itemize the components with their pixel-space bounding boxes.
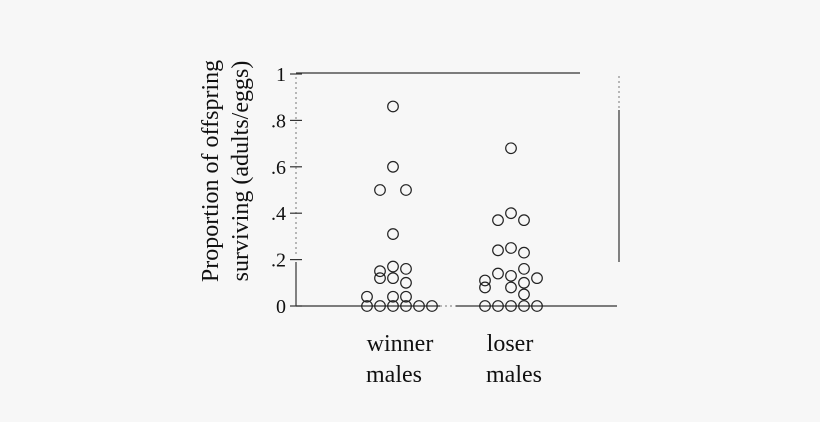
y-tick-label: .4 <box>271 203 286 225</box>
data-point <box>479 281 491 294</box>
data-point <box>518 262 530 275</box>
data-point <box>400 300 412 312</box>
data-point <box>374 272 386 285</box>
data-point <box>479 300 491 312</box>
data-point <box>505 142 517 155</box>
y-tick-label: 1 <box>276 64 286 86</box>
data-point <box>479 274 491 287</box>
data-point <box>400 290 412 303</box>
data-point <box>387 272 399 285</box>
y-axis-ticks: 0 .2 .4 .6 .8 1 <box>271 64 302 318</box>
data-point <box>492 267 504 280</box>
y-tick-label: .2 <box>271 250 286 272</box>
data-point <box>518 300 530 312</box>
data-point <box>518 276 530 289</box>
category-label-loser-line2: males <box>486 362 542 388</box>
data-point <box>492 214 504 227</box>
data-point <box>400 262 412 275</box>
data-point <box>505 207 517 220</box>
data-point <box>518 214 530 227</box>
data-point <box>361 300 373 312</box>
category-label-loser-line1: loser <box>487 331 534 357</box>
data-point <box>374 300 386 312</box>
data-point <box>400 184 412 196</box>
data-point <box>518 288 530 301</box>
data-point <box>505 300 517 312</box>
category-label-winner-line1: winner <box>367 331 434 357</box>
data-point <box>374 265 386 278</box>
y-tick-label: .8 <box>271 110 286 132</box>
data-point <box>531 300 543 312</box>
y-tick-label: 0 <box>276 296 286 318</box>
data-point <box>387 100 399 113</box>
data-point <box>426 300 438 312</box>
plot-frame <box>295 72 620 307</box>
data-point <box>374 184 386 196</box>
data-point <box>505 281 517 294</box>
data-point <box>413 300 425 312</box>
data-point <box>400 276 412 289</box>
data-points <box>361 100 543 312</box>
data-point <box>387 300 399 312</box>
y-axis-title-line2: surviving (adults/eggs) <box>228 61 254 282</box>
data-point <box>387 260 399 273</box>
data-point <box>531 272 543 285</box>
data-point <box>387 160 399 173</box>
data-point <box>387 290 399 303</box>
category-label-winner-line2: males <box>366 362 422 388</box>
data-point <box>492 300 504 312</box>
data-point <box>492 244 504 257</box>
data-point <box>505 242 517 254</box>
y-tick-label: .6 <box>271 157 286 179</box>
data-point <box>505 269 517 282</box>
data-point <box>518 246 530 259</box>
y-axis-title-line1: Proportion of offspring <box>198 60 224 282</box>
data-point <box>387 228 399 240</box>
data-point <box>361 290 373 303</box>
